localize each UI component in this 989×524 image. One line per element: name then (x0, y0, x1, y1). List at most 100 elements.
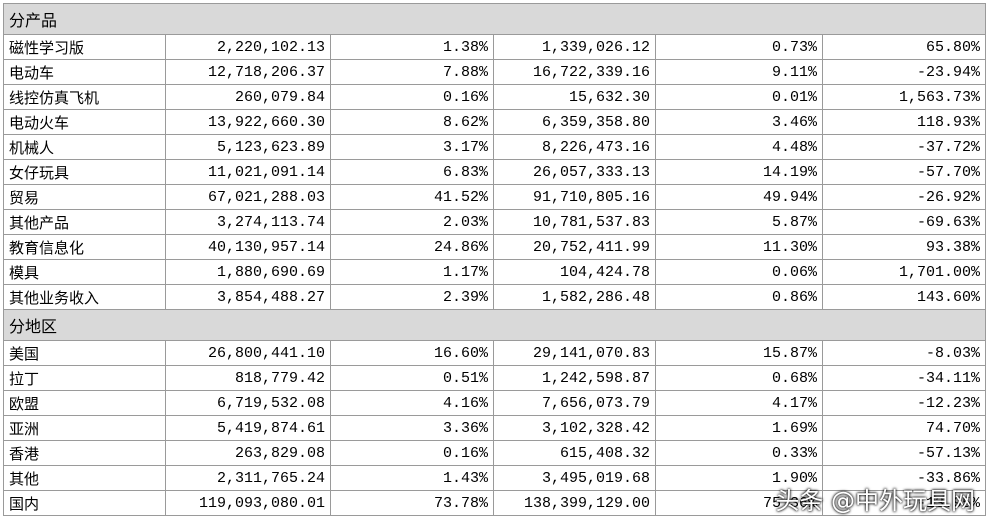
cell: -33.86% (821, 465, 987, 491)
cell: 1.38% (330, 34, 494, 60)
cell: 29,141,070.83 (493, 340, 656, 366)
cell: 3.17% (330, 134, 494, 160)
cell: 40,130,957.14 (165, 234, 331, 260)
table-row: 贸易 67,021,288.03 41.52% 91,710,805.16 49.94%… (3, 184, 987, 210)
cell: -57.13% (821, 440, 987, 466)
cell: 1,582,286.48 (493, 284, 656, 310)
cell: 7,656,073.79 (493, 390, 656, 416)
cell: 65.80% (821, 34, 987, 60)
table-row: 其他 2,311,765.24 1.43% 3,495,019.68 1.90% -33.… (3, 465, 987, 491)
cell: 0.06% (655, 259, 823, 285)
cell: 4.16% (330, 390, 494, 416)
cell: 16,722,339.16 (493, 59, 656, 85)
cell: 3,495,019.68 (493, 465, 656, 491)
cell: 1,880,690.69 (165, 259, 331, 285)
row-label: 电动火车 (3, 109, 166, 135)
table-row: 拉丁 818,779.42 0.51% 1,242,598.87 0.68% -34.11… (3, 365, 987, 391)
watermark: 头条 @中外玩具网 (775, 487, 975, 515)
cell: 1.17% (330, 259, 494, 285)
cell: -69.63% (821, 209, 987, 235)
cell: 0.01% (655, 84, 823, 110)
cell: 10,781,537.83 (493, 209, 656, 235)
cell: 74.70% (821, 415, 987, 441)
cell: 0.33% (655, 440, 823, 466)
row-label: 其他 (3, 465, 166, 491)
row-label: 女仔玩具 (3, 159, 166, 185)
cell: -12.23% (821, 390, 987, 416)
cell: 3.36% (330, 415, 494, 441)
cell: 2.03% (330, 209, 494, 235)
cell: 75.36% (655, 490, 823, 516)
table-row: 其他业务收入 3,854,488.27 2.39% 1,582,286.48 0.86%… (3, 284, 987, 310)
row-label: 其他业务收入 (3, 284, 166, 310)
cell: -13.95% (821, 490, 987, 516)
cell: 615,408.32 (493, 440, 656, 466)
cell: 0.73% (655, 34, 823, 60)
cell: 138,399,129.00 (493, 490, 656, 516)
cell: 0.51% (330, 365, 494, 391)
row-label: 其他产品 (3, 209, 166, 235)
cell: 3,274,113.74 (165, 209, 331, 235)
cell: 0.16% (330, 440, 494, 466)
row-label: 欧盟 (3, 390, 166, 416)
table-row: 电动车 12,718,206.37 7.88% 16,722,339.16 9.11% -… (3, 59, 987, 85)
table-row: 其他产品 3,274,113.74 2.03% 10,781,537.83 5.87% -… (3, 209, 987, 235)
cell: 16.60% (330, 340, 494, 366)
table-row: 美国 26,800,441.10 16.60% 29,141,070.83 15.87%… (3, 340, 987, 366)
cell: -37.72% (821, 134, 987, 160)
table-row: 国内 119,093,080.01 73.78% 138,399,129.00 75.3… (3, 490, 987, 516)
cell: 118.93% (821, 109, 987, 135)
row-label: 线控仿真飞机 (3, 84, 166, 110)
cell: 93.38% (821, 234, 987, 260)
cell: 2,311,765.24 (165, 465, 331, 491)
cell: 91,710,805.16 (493, 184, 656, 210)
cell: 49.94% (655, 184, 823, 210)
cell: -8.03% (821, 340, 987, 366)
cell: 8.62% (330, 109, 494, 135)
cell: -26.92% (821, 184, 987, 210)
cell: 11.30% (655, 234, 823, 260)
cell: 4.17% (655, 390, 823, 416)
row-label: 机械人 (3, 134, 166, 160)
row-label: 香港 (3, 440, 166, 466)
row-label: 美国 (3, 340, 166, 366)
cell: 1,701.00% (821, 259, 987, 285)
cell: 818,779.42 (165, 365, 331, 391)
cell: 5,419,874.61 (165, 415, 331, 441)
table-row: 女仔玩具 11,021,091.14 6.83% 26,057,333.13 14.19… (3, 159, 987, 185)
cell: 14.19% (655, 159, 823, 185)
cell: 1,242,598.87 (493, 365, 656, 391)
table-row: 模具 1,880,690.69 1.17% 104,424.78 0.06% 1,701.… (3, 259, 987, 285)
table-row: 机械人 5,123,623.89 3.17% 8,226,473.16 4.48% -37… (3, 134, 987, 160)
cell: 3,854,488.27 (165, 284, 331, 310)
cell: 15.87% (655, 340, 823, 366)
cell: 0.86% (655, 284, 823, 310)
cell: 13,922,660.30 (165, 109, 331, 135)
cell: 7.88% (330, 59, 494, 85)
cell: 3.46% (655, 109, 823, 135)
cell: 26,800,441.10 (165, 340, 331, 366)
cell: -34.11% (821, 365, 987, 391)
row-label: 模具 (3, 259, 166, 285)
cell: 104,424.78 (493, 259, 656, 285)
row-label: 国内 (3, 490, 166, 516)
cell: 6,719,532.08 (165, 390, 331, 416)
table-row: 电动火车 13,922,660.30 8.62% 6,359,358.80 3.46% 1… (3, 109, 987, 135)
cell: 4.48% (655, 134, 823, 160)
table-row: 欧盟 6,719,532.08 4.16% 7,656,073.79 4.17% -12.… (3, 390, 987, 416)
cell: 2.39% (330, 284, 494, 310)
cell: 12,718,206.37 (165, 59, 331, 85)
row-label: 拉丁 (3, 365, 166, 391)
cell: 119,093,080.01 (165, 490, 331, 516)
cell: 1.43% (330, 465, 494, 491)
cell: 67,021,288.03 (165, 184, 331, 210)
cell: 143.60% (821, 284, 987, 310)
section-row: 分产品 (2, 3, 987, 35)
data-table: 分产品 磁性学习版 2,220,102.13 1.38% 1,339,026.12 0.7… (2, 3, 987, 516)
cell: 6,359,358.80 (493, 109, 656, 135)
cell: 5,123,623.89 (165, 134, 331, 160)
cell: 8,226,473.16 (493, 134, 656, 160)
cell: 1,339,026.12 (493, 34, 656, 60)
section-title: 分地区 (2, 309, 987, 341)
